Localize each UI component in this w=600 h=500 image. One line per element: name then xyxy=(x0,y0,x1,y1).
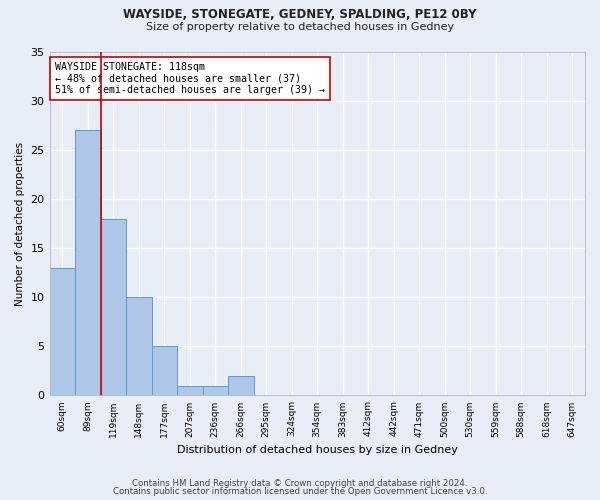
Text: Size of property relative to detached houses in Gedney: Size of property relative to detached ho… xyxy=(146,22,454,32)
Text: Contains public sector information licensed under the Open Government Licence v3: Contains public sector information licen… xyxy=(113,487,487,496)
Bar xyxy=(177,386,203,396)
Bar xyxy=(101,218,126,396)
Bar xyxy=(126,297,152,396)
Bar xyxy=(203,386,228,396)
Bar xyxy=(228,376,254,396)
Bar xyxy=(75,130,101,396)
Text: WAYSIDE STONEGATE: 118sqm
← 48% of detached houses are smaller (37)
51% of semi-: WAYSIDE STONEGATE: 118sqm ← 48% of detac… xyxy=(55,62,325,95)
Text: WAYSIDE, STONEGATE, GEDNEY, SPALDING, PE12 0BY: WAYSIDE, STONEGATE, GEDNEY, SPALDING, PE… xyxy=(123,8,477,20)
Bar xyxy=(50,268,75,396)
X-axis label: Distribution of detached houses by size in Gedney: Distribution of detached houses by size … xyxy=(177,445,458,455)
Y-axis label: Number of detached properties: Number of detached properties xyxy=(15,142,25,306)
Bar xyxy=(152,346,177,396)
Text: Contains HM Land Registry data © Crown copyright and database right 2024.: Contains HM Land Registry data © Crown c… xyxy=(132,478,468,488)
